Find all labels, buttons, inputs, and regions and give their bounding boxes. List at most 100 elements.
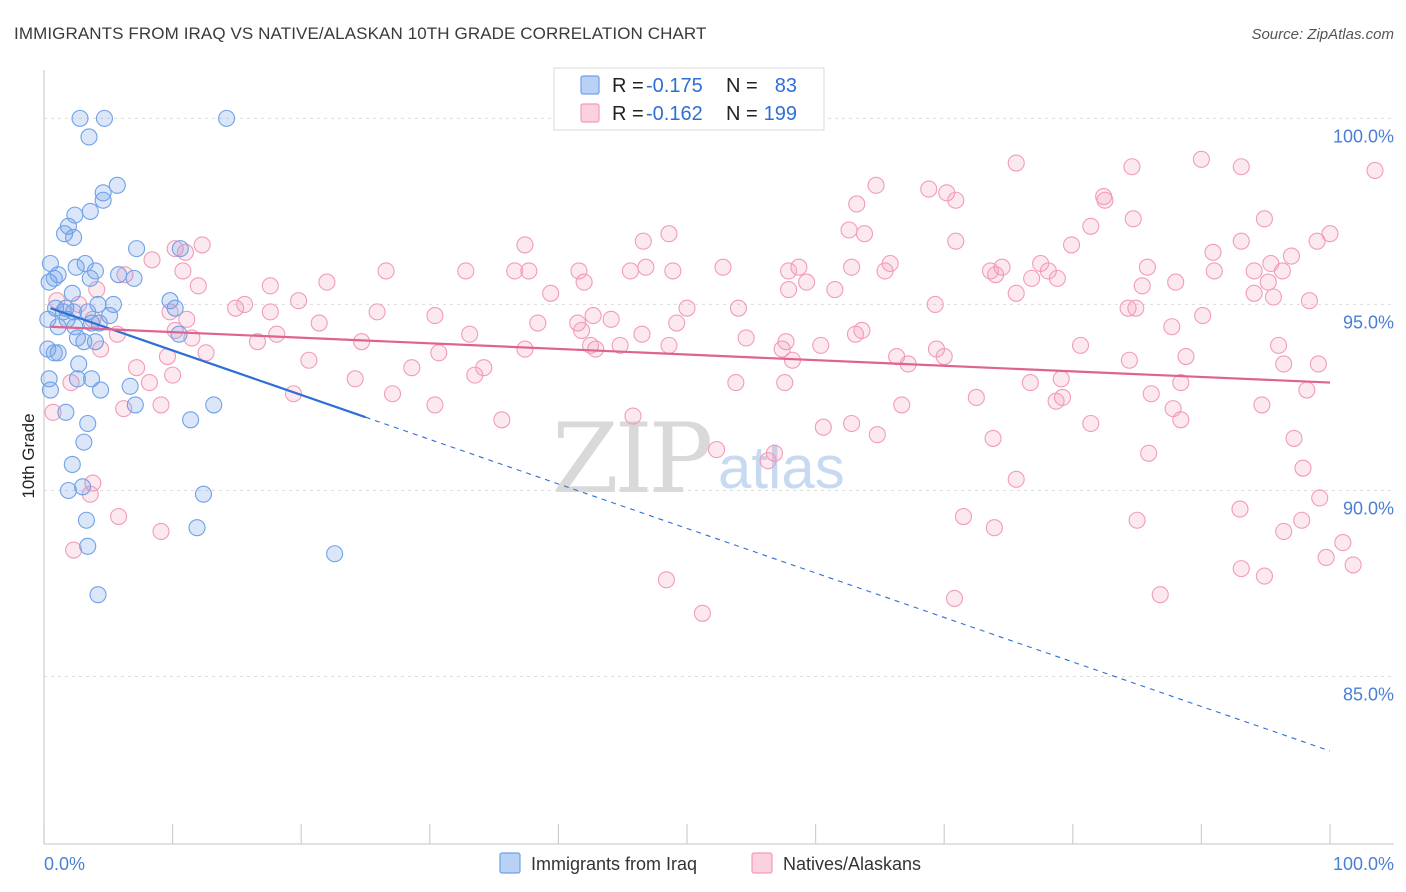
point-native xyxy=(1231,500,1249,518)
y-axis-label: 10th Grade xyxy=(19,413,38,498)
point-native xyxy=(236,295,254,313)
point-native xyxy=(1177,347,1195,366)
legend-top-n-value-iraq: 83 xyxy=(775,75,797,97)
point-native xyxy=(657,571,675,589)
point-iraq xyxy=(75,333,93,351)
legend-top-swatch-natives xyxy=(580,103,600,123)
point-native xyxy=(368,303,386,321)
point-native xyxy=(1128,511,1146,529)
point-native xyxy=(143,251,161,269)
point-native xyxy=(1253,396,1271,414)
point-native xyxy=(737,329,755,347)
point-native xyxy=(189,277,207,295)
point-native xyxy=(426,396,444,414)
point-iraq xyxy=(56,225,74,243)
point-native xyxy=(780,280,798,299)
point-native xyxy=(876,262,894,280)
point-iraq xyxy=(326,545,344,563)
point-native xyxy=(300,351,318,369)
point-native xyxy=(611,336,629,354)
point-iraq xyxy=(79,414,97,433)
point-iraq xyxy=(49,344,67,362)
legend-bottom-label-iraq: Immigrants from Iraq xyxy=(531,854,697,874)
y-tick-label: 90.0% xyxy=(1343,498,1394,518)
watermark: ZIP atlas xyxy=(552,403,845,515)
point-native xyxy=(867,176,885,194)
point-native xyxy=(1062,236,1081,254)
legend-top: R = -0.175 N = 83 R = -0.162 N = 199 xyxy=(553,67,825,131)
point-native xyxy=(1275,355,1293,373)
point-iraq xyxy=(95,109,113,127)
point-native xyxy=(166,240,184,258)
point-native xyxy=(729,299,747,317)
point-native xyxy=(65,541,83,559)
point-native xyxy=(987,266,1005,284)
point-iraq xyxy=(121,377,139,395)
point-iraq xyxy=(89,586,107,604)
point-native xyxy=(403,359,421,377)
point-native xyxy=(1311,489,1329,507)
point-native xyxy=(152,396,170,414)
point-iraq xyxy=(67,258,85,276)
point-native xyxy=(776,374,794,392)
point-native xyxy=(520,262,538,280)
points-natives-alaskans xyxy=(44,150,1384,622)
point-iraq xyxy=(171,240,189,258)
y-tick-label: 95.0% xyxy=(1343,312,1394,332)
x-ticks xyxy=(43,824,1331,844)
point-iraq xyxy=(74,478,92,496)
point-native xyxy=(893,396,911,414)
axes xyxy=(43,70,1394,845)
point-iraq xyxy=(125,269,143,287)
point-iraq xyxy=(70,355,88,373)
point-native xyxy=(1172,411,1190,429)
point-native xyxy=(927,340,946,358)
point-native xyxy=(1007,154,1025,172)
point-iraq xyxy=(126,396,144,414)
point-iraq xyxy=(63,284,81,302)
point-native xyxy=(1007,470,1025,488)
point-native xyxy=(1232,560,1250,578)
source-label: Source: ZipAtlas.com xyxy=(1251,26,1394,43)
point-native xyxy=(1163,318,1181,336)
point-native xyxy=(984,429,1002,447)
point-iraq xyxy=(71,109,89,127)
point-native xyxy=(1308,232,1326,250)
point-native xyxy=(1142,385,1160,403)
point-native xyxy=(798,273,816,291)
point-iraq xyxy=(40,273,58,291)
point-native xyxy=(814,418,832,436)
point-iraq xyxy=(79,303,97,321)
point-iraq xyxy=(81,202,99,220)
point-iraq xyxy=(65,228,83,247)
point-iraq xyxy=(182,411,200,429)
point-native xyxy=(1123,158,1141,176)
trend-lines xyxy=(50,307,1331,752)
point-native xyxy=(1172,374,1190,392)
point-native xyxy=(261,277,279,295)
point-native xyxy=(248,333,267,351)
point-native xyxy=(426,307,444,325)
point-native xyxy=(1285,429,1303,447)
point-iraq xyxy=(81,269,99,287)
point-native xyxy=(1120,351,1138,369)
point-iraq xyxy=(59,481,77,500)
point-native xyxy=(1298,381,1316,399)
point-native xyxy=(1309,355,1327,373)
point-native xyxy=(678,299,696,317)
point-iraq xyxy=(63,455,81,473)
point-native xyxy=(516,236,534,254)
point-iraq xyxy=(166,299,184,317)
legend-bottom-label-natives: Natives/Alaskans xyxy=(783,854,921,874)
point-native xyxy=(430,344,448,362)
point-native xyxy=(457,262,475,280)
point-native xyxy=(164,366,182,384)
legend-bottom-swatch-natives xyxy=(751,852,773,874)
point-native xyxy=(1082,414,1100,433)
point-native xyxy=(116,266,134,284)
gridlines xyxy=(44,117,1394,678)
point-native xyxy=(268,325,286,343)
legend-top-n-label-iraq: N = xyxy=(726,75,758,97)
point-native xyxy=(945,589,964,607)
point-iraq xyxy=(94,184,112,202)
